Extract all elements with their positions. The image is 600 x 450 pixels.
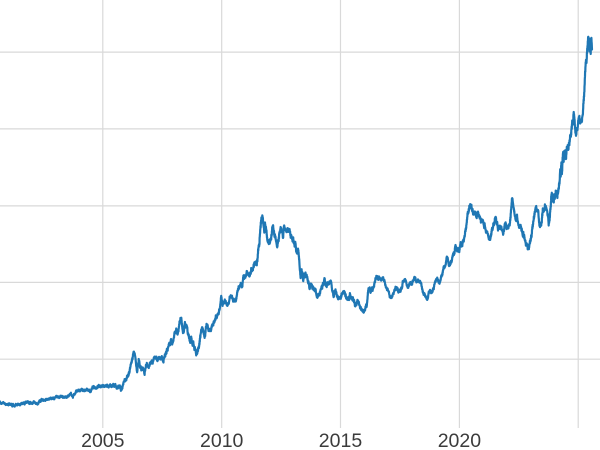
svg-text:2005: 2005 xyxy=(81,430,125,450)
svg-text:2015: 2015 xyxy=(319,430,363,450)
svg-text:2010: 2010 xyxy=(200,430,244,450)
svg-text:2020: 2020 xyxy=(438,430,482,450)
